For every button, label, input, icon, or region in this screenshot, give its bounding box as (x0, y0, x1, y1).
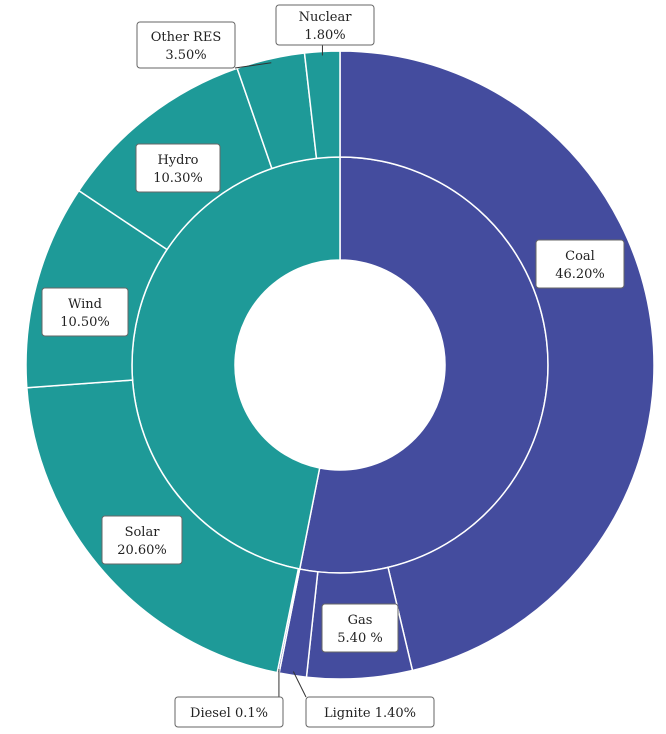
label-value-solar: 20.60% (117, 543, 167, 558)
slice-nuclear (303, 50, 341, 160)
label-other-res: Other RES 3.50% (136, 21, 236, 69)
label-name-hydro: Hydro (157, 153, 198, 168)
label-name-coal: Coal (565, 249, 595, 264)
label-gas: Gas 5.40 % (321, 603, 399, 653)
label-box-gas (321, 603, 399, 653)
slice-coal (339, 50, 655, 672)
label-box-other-res (136, 21, 236, 69)
leader-line-other-res (234, 62, 272, 69)
label-box-coal (535, 239, 625, 289)
label-hydro: Hydro 10.30% (135, 143, 221, 193)
label-value-other-res: 3.50% (165, 48, 206, 63)
label-name-gas: Gas (348, 613, 373, 628)
label-text-diesel: Diesel 0.1% (190, 706, 268, 721)
label-solar: Solar 20.60% (101, 515, 183, 565)
label-box-wind (41, 287, 129, 337)
label-value-hydro: 10.30% (153, 171, 203, 186)
label-name-nuclear: Nuclear (299, 10, 353, 25)
label-text-lignite: Lignite 1.40% (324, 706, 416, 721)
label-value-coal: 46.20% (555, 267, 605, 282)
label-lignite: Lignite 1.40% (305, 696, 435, 728)
label-box-diesel (174, 696, 284, 728)
label-value-nuclear: 1.80% (304, 28, 345, 43)
label-name-wind: Wind (68, 297, 102, 312)
label-value-wind: 10.50% (60, 315, 110, 330)
leader-line-lignite (292, 671, 307, 698)
label-coal: Coal 46.20% (535, 239, 625, 289)
label-value-gas: 5.40 % (337, 631, 382, 646)
label-box-nuclear (275, 4, 375, 46)
label-box-hydro (135, 143, 221, 193)
label-wind: Wind 10.50% (41, 287, 129, 337)
label-nuclear: Nuclear 1.80% (275, 4, 375, 46)
label-box-solar (101, 515, 183, 565)
label-box-lignite (305, 696, 435, 728)
label-diesel: Diesel 0.1% (174, 696, 284, 728)
label-name-other-res: Other RES (151, 30, 221, 45)
label-name-solar: Solar (125, 525, 161, 540)
